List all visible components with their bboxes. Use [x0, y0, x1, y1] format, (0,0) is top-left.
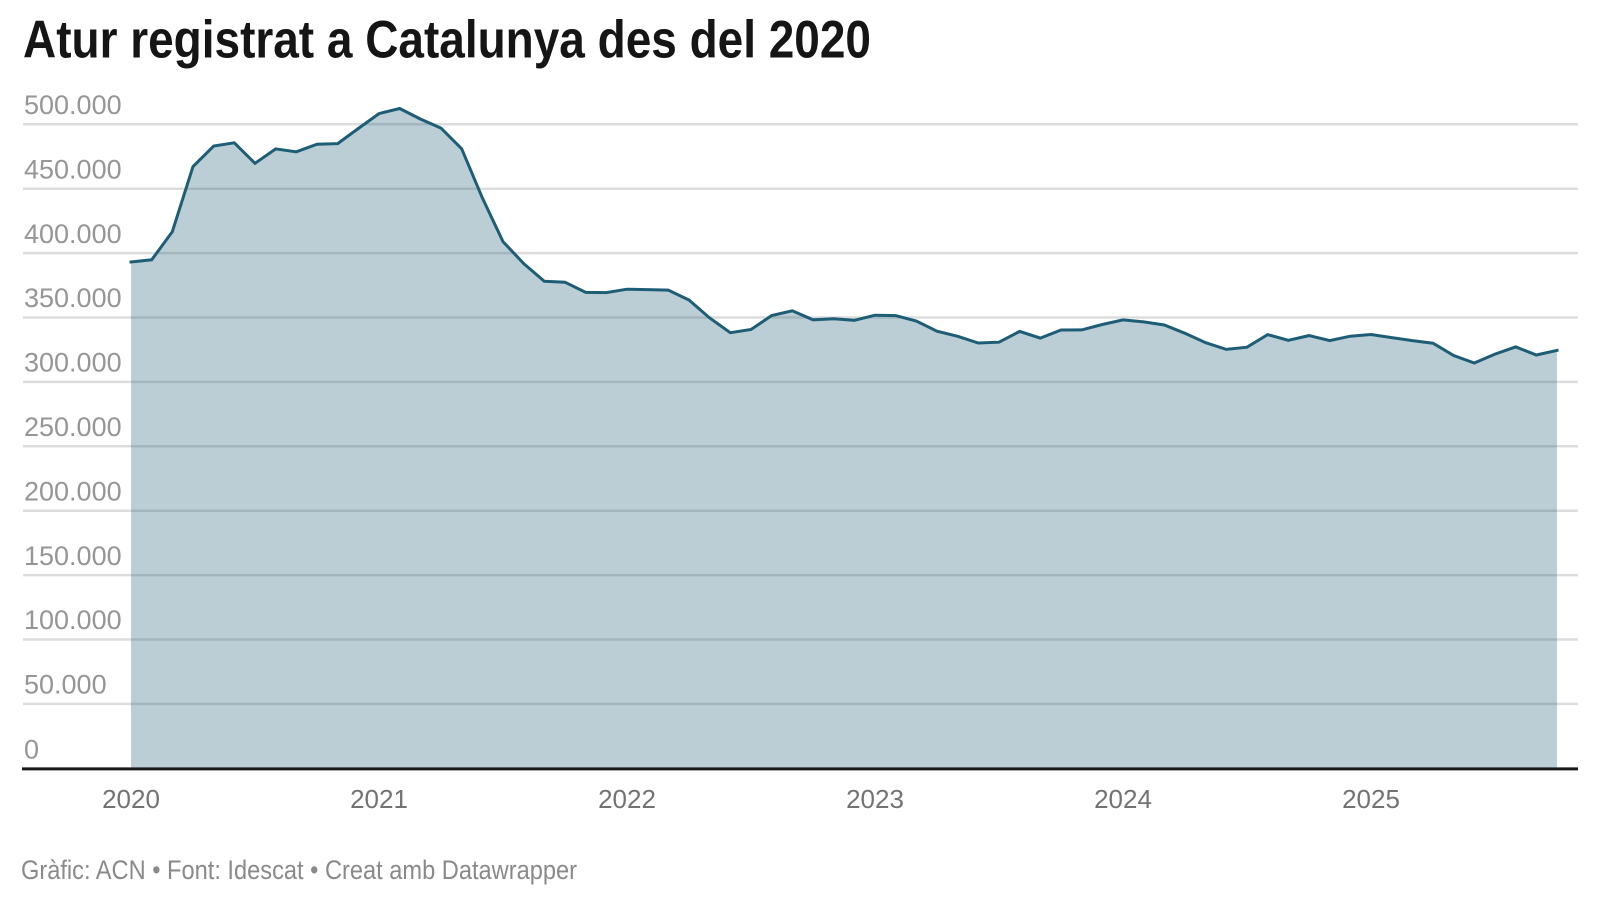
svg-text:150.000: 150.000	[24, 541, 122, 571]
svg-text:200.000: 200.000	[24, 476, 122, 506]
svg-text:350.000: 350.000	[24, 283, 122, 313]
svg-text:2024: 2024	[1094, 784, 1152, 814]
svg-text:2023: 2023	[846, 784, 904, 814]
svg-text:400.000: 400.000	[24, 219, 122, 249]
svg-text:Atur registrat a Catalunya des: Atur registrat a Catalunya des del 2020	[23, 11, 871, 70]
svg-text:0: 0	[24, 735, 39, 765]
svg-text:Gràfic: ACN • Font: Idescat •: Gràfic: ACN • Font: Idescat • Creat amb …	[21, 855, 577, 885]
svg-text:450.000: 450.000	[24, 154, 122, 184]
svg-text:500.000: 500.000	[24, 90, 122, 120]
svg-text:250.000: 250.000	[24, 412, 122, 442]
svg-text:50.000: 50.000	[24, 670, 107, 700]
svg-text:2022: 2022	[598, 784, 656, 814]
svg-text:2025: 2025	[1342, 784, 1400, 814]
svg-text:300.000: 300.000	[24, 348, 122, 378]
svg-text:2021: 2021	[350, 784, 408, 814]
svg-text:100.000: 100.000	[24, 605, 122, 635]
svg-text:2020: 2020	[102, 784, 160, 814]
